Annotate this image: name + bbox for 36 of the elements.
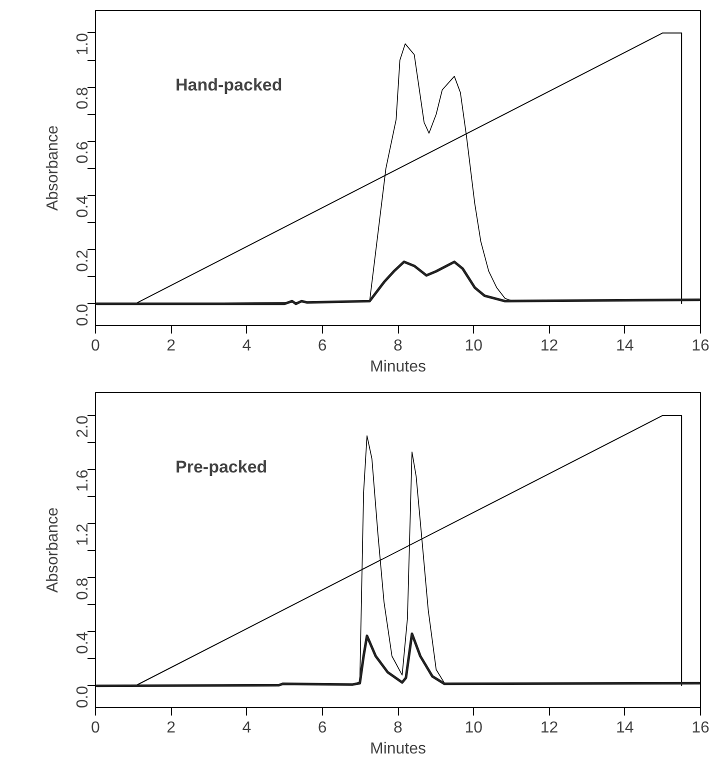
y-tick-label: 0.8 [74, 87, 92, 110]
x-tick-label: 0 [91, 338, 100, 354]
x-tick-label: 6 [318, 720, 327, 736]
y-tick-label: 0.8 [74, 578, 92, 600]
y-axis-title: Absorbance [44, 125, 62, 211]
x-tick-label: 2 [166, 720, 176, 736]
x-tick-label: 12 [540, 720, 558, 736]
y-axis-title: Absorbance [44, 507, 62, 593]
y-tick-label: 0.4 [74, 632, 92, 654]
y-tick-label: 1.0 [74, 32, 92, 56]
x-tick-label: 10 [464, 338, 483, 354]
x-tick-label: 6 [318, 338, 327, 354]
x-tick-label: 4 [242, 720, 252, 736]
x-tick-label: 0 [91, 720, 100, 736]
y-tick-label: 0.6 [74, 141, 92, 164]
x-tick-label: 8 [394, 720, 403, 736]
annotation: Hand-packed [176, 76, 282, 94]
y-tick-label: 1.6 [74, 469, 92, 492]
y-tick-label: 1.2 [74, 524, 92, 546]
x-tick-label: 12 [540, 338, 558, 354]
y-tick-label: 0.2 [74, 250, 92, 272]
x-tick-label: 16 [692, 720, 710, 736]
x-axis-title: Minutes [370, 358, 426, 376]
x-axis-title: Minutes [370, 740, 426, 758]
x-tick-label: 2 [166, 338, 176, 354]
y-tick-label: 0.0 [74, 686, 92, 708]
y-tick-label: 2.0 [74, 415, 92, 438]
annotation: Pre-packed [176, 458, 268, 476]
x-tick-label: 16 [692, 338, 710, 354]
x-tick-label: 10 [464, 720, 483, 736]
x-tick-label: 14 [616, 338, 634, 354]
x-tick-label: 8 [394, 338, 403, 354]
y-tick-label: 0.0 [74, 304, 92, 326]
x-tick-label: 14 [616, 720, 634, 736]
x-tick-label: 4 [242, 338, 252, 354]
y-tick-label: 0.4 [74, 195, 92, 218]
